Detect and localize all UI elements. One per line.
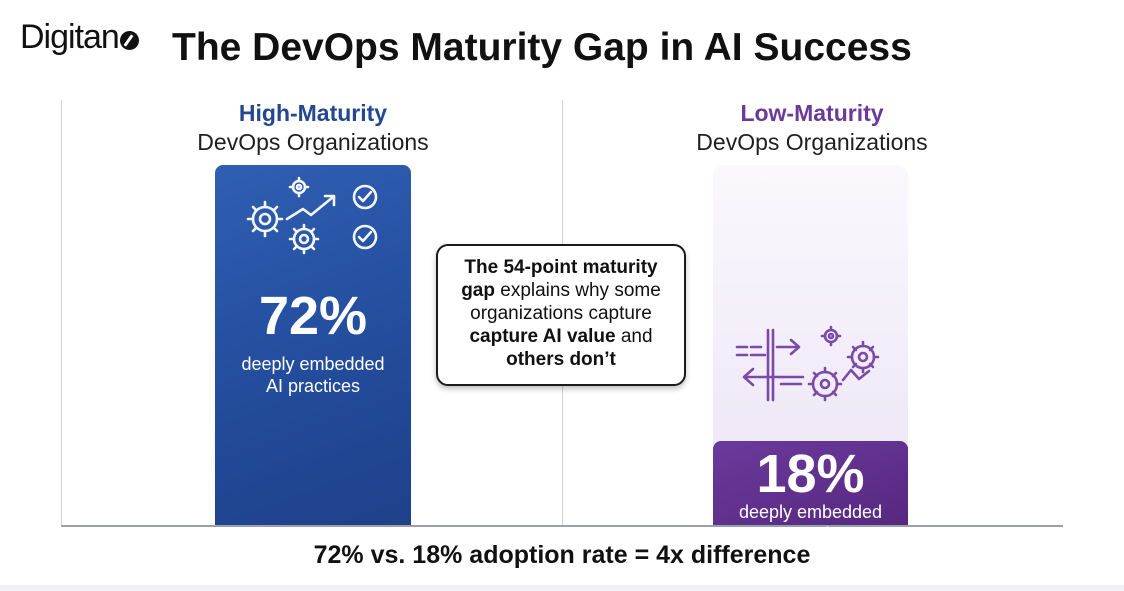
bar-description-low-line2: AI practices: [763, 524, 858, 544]
logo-text: Digitan: [20, 18, 120, 56]
callout-text-2: explains why some organizations capture: [470, 280, 661, 324]
brand-logo: Digitan: [20, 18, 139, 57]
bar-description-high-line1: deeply embedded: [241, 354, 385, 374]
logo-mark-icon: [119, 31, 139, 50]
callout-text-3: capture AI value: [469, 326, 616, 347]
callout-text-1: The 54-point maturity gap: [461, 257, 658, 301]
chart-left-divider: [61, 100, 62, 526]
category-sub-high: DevOps Organizations: [197, 129, 429, 155]
callout-text-4: and: [615, 326, 653, 347]
category-label-low: Low-Maturity DevOps Organizations: [652, 99, 972, 157]
category-label-high: High-Maturity DevOps Organizations: [153, 99, 473, 157]
branching-gears-icon: [735, 325, 880, 402]
callout-text-5: others don’t: [506, 349, 616, 370]
bar-description-high: deeply embedded AI practices: [215, 353, 411, 397]
bar-high-maturity: 72% deeply embedded AI practices: [215, 165, 411, 525]
category-sub-low: DevOps Organizations: [696, 129, 928, 155]
bar-description-low-line1: deeply embedded: [738, 502, 883, 522]
maturity-gap-callout: The 54-point maturity gap explains why s…: [436, 244, 686, 386]
bar-low-maturity: 18% deeply embedded AI practices: [713, 441, 908, 544]
chart-baseline: [61, 525, 1063, 527]
bar-description-high-line2: AI practices: [265, 376, 361, 396]
category-strong-low: Low-Maturity: [740, 100, 884, 126]
page-title: The DevOps Maturity Gap in AI Success: [172, 26, 912, 69]
bar-value-label-low: 18%: [756, 444, 865, 504]
bar-description-low: deeply embedded AI practices: [713, 501, 908, 545]
gears-growth-checks-icon: [246, 176, 378, 255]
bottom-strip: [0, 585, 1124, 591]
bar-value-label-high: 72%: [258, 286, 368, 346]
category-strong-high: High-Maturity: [238, 100, 388, 126]
footer-summary: 72% vs. 18% adoption rate = 4x differenc…: [313, 541, 811, 569]
